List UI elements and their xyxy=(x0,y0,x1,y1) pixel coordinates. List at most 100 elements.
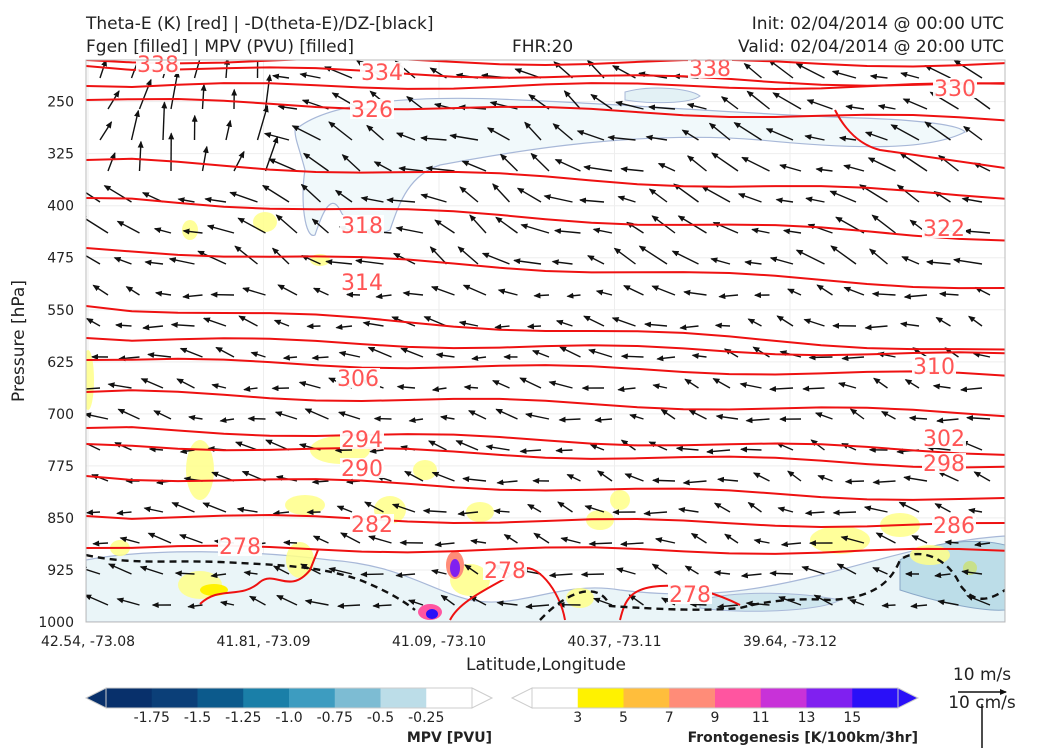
wind-vector xyxy=(243,385,258,392)
wind-vector xyxy=(557,501,573,513)
wind-vector xyxy=(99,121,113,141)
theta-e-contour-278-lower-left xyxy=(199,549,319,605)
wind-vector xyxy=(961,569,983,576)
wind-vector xyxy=(179,448,195,455)
mpvbar-tick: -1.0 xyxy=(275,710,302,726)
wind-vector xyxy=(566,292,581,299)
fgen-colorbar-title: Frontogenesis [K/100km/3hr] xyxy=(688,730,918,746)
fgen-shade-weak xyxy=(566,588,594,608)
mpvbar-tick: -1.25 xyxy=(225,710,261,726)
wind-vector xyxy=(744,259,762,266)
wind-vector xyxy=(492,379,510,389)
wind-vector xyxy=(902,98,928,110)
wind-vector xyxy=(741,156,770,172)
contour-label-326: 326 xyxy=(351,98,393,123)
wind-vector xyxy=(340,532,361,544)
wind-vector xyxy=(519,448,542,455)
wind-vector xyxy=(843,286,865,296)
wind-vector xyxy=(202,502,227,513)
wind-vector xyxy=(119,536,140,544)
wind-vector xyxy=(714,322,731,329)
wind-vector xyxy=(815,166,833,173)
x-tick-label: 42.54, -73.08 xyxy=(41,634,135,650)
wind-vector xyxy=(968,315,983,327)
fgen-shade-weak xyxy=(285,495,325,515)
wind-vector xyxy=(215,346,235,358)
wind-vector xyxy=(235,441,258,451)
wind-vector xyxy=(677,506,699,513)
contour-label-306: 306 xyxy=(337,367,379,392)
wind-vector xyxy=(386,197,416,204)
wind-vector xyxy=(117,408,140,420)
fgen-shade-weak xyxy=(610,490,630,510)
wind-vector xyxy=(867,157,896,172)
wind-vector xyxy=(836,563,857,575)
wind-vector xyxy=(179,347,203,358)
wind-vector xyxy=(125,286,140,296)
wind-vector xyxy=(830,245,857,265)
wind-vector xyxy=(457,510,479,517)
wind-vector xyxy=(275,214,298,234)
wind-vector xyxy=(338,411,361,420)
contour-label-bg xyxy=(360,62,404,82)
wind-vector xyxy=(739,382,762,389)
wind-vector xyxy=(638,245,668,265)
wind-vector xyxy=(177,197,195,204)
wind-vector xyxy=(716,476,739,483)
wind-vector xyxy=(872,567,888,575)
wind-vector xyxy=(520,223,550,234)
wind-vector xyxy=(86,594,109,606)
wind-vector xyxy=(236,506,258,513)
wind-vector xyxy=(238,315,258,327)
wind-vector xyxy=(174,570,195,577)
wind-vector xyxy=(233,150,245,172)
chart-title-line1: Theta-E (K) [red] | -D(theta-E)/DZ-[blac… xyxy=(86,14,434,34)
wind-vector xyxy=(871,214,896,234)
wind-vector xyxy=(148,446,164,453)
wind-vector xyxy=(652,383,668,390)
wind-vector xyxy=(273,319,290,327)
wind-vector xyxy=(312,287,329,296)
contour-label-bg xyxy=(922,218,966,238)
wind-vector xyxy=(903,475,928,482)
wind-vector xyxy=(468,410,487,420)
wind-vector xyxy=(398,165,424,172)
contour-label-bg xyxy=(340,215,384,235)
wind-vector xyxy=(225,119,232,141)
wind-vector xyxy=(745,417,770,424)
wind-vector xyxy=(924,65,951,79)
wind-vector xyxy=(590,94,613,110)
wind-vector xyxy=(139,565,164,575)
contour-label-278: 278 xyxy=(669,583,711,608)
wind-vector xyxy=(86,387,101,390)
wind-vector xyxy=(210,572,227,579)
wind-vector xyxy=(360,571,384,578)
wind-vector xyxy=(588,348,613,358)
wind-vector xyxy=(211,383,227,390)
wind-vector xyxy=(679,324,699,331)
wind-vector xyxy=(373,161,392,172)
wind-vector xyxy=(817,475,833,482)
wind-vector xyxy=(706,448,731,455)
wind-vector xyxy=(142,324,164,331)
wind-vector xyxy=(908,415,928,422)
wind-vector xyxy=(525,412,550,420)
wind-vector xyxy=(250,351,266,358)
wind-vector xyxy=(566,473,581,482)
wind-vector xyxy=(154,290,172,297)
wind-vector xyxy=(843,164,865,172)
fgenbar-end-left xyxy=(510,687,533,709)
wind-vector xyxy=(116,509,132,516)
wind-vector xyxy=(462,476,487,483)
wind-vector xyxy=(615,100,644,110)
wind-vector xyxy=(170,321,195,328)
fgen-shade-strong xyxy=(426,609,438,619)
x-tick-label: 39.64, -73.12 xyxy=(743,634,837,650)
wind-vector xyxy=(787,288,802,296)
wind-vector xyxy=(527,503,542,513)
wind-vector xyxy=(592,227,613,234)
wind-vector xyxy=(277,284,298,296)
wind-vector xyxy=(115,322,132,329)
wind-vector xyxy=(803,318,825,327)
wind-vector xyxy=(471,355,487,362)
